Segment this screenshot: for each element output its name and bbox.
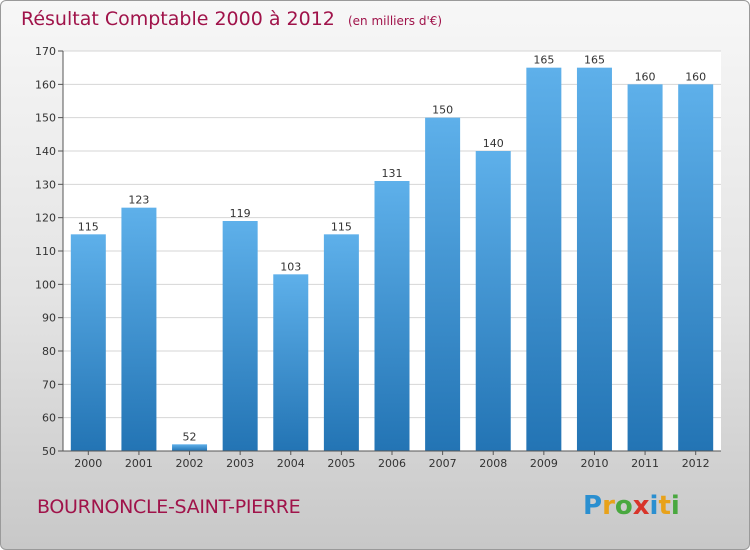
- data-label: 150: [432, 104, 453, 117]
- y-tick-label: 110: [35, 245, 56, 258]
- data-label: 52: [183, 430, 197, 443]
- data-label: 119: [230, 207, 251, 220]
- y-tick-label: 130: [35, 178, 56, 191]
- bar: [425, 117, 461, 452]
- y-tick-label: 80: [42, 345, 56, 358]
- bar: [627, 84, 663, 451]
- data-label: 160: [685, 70, 706, 83]
- bar: [172, 444, 208, 451]
- chart-subtitle: (en milliers d'€): [347, 14, 443, 28]
- x-tick-label: 2003: [226, 457, 254, 470]
- data-label: 123: [128, 194, 149, 207]
- data-label: 140: [483, 137, 504, 150]
- x-tick-label: 2004: [277, 457, 305, 470]
- data-label: 103: [280, 260, 301, 273]
- bar: [526, 67, 562, 452]
- y-tick-label: 90: [42, 312, 56, 325]
- bar: [475, 151, 511, 451]
- data-label: 115: [331, 220, 352, 233]
- bar: [323, 234, 359, 451]
- y-tick-label: 70: [42, 378, 56, 391]
- x-tick-label: 2008: [479, 457, 507, 470]
- x-tick-label: 2002: [176, 457, 204, 470]
- x-tick-label: 2007: [429, 457, 457, 470]
- x-tick-label: 2009: [530, 457, 558, 470]
- x-tick-label: 2010: [580, 457, 608, 470]
- bar: [121, 207, 157, 451]
- proxiti-logo: Proxiti: [583, 491, 680, 521]
- bar: [576, 67, 612, 452]
- y-tick-label: 50: [42, 445, 56, 458]
- bar: [678, 84, 714, 451]
- data-label: 160: [635, 70, 656, 83]
- y-tick-label: 140: [35, 145, 56, 158]
- title-row: Résultat Comptable 2000 à 2012 (en milli…: [21, 8, 442, 30]
- commune-name: BOURNONCLE-SAINT-PIERRE: [37, 496, 301, 518]
- bar: [273, 274, 309, 451]
- y-tick-label: 160: [35, 78, 56, 91]
- y-tick-label: 120: [35, 212, 56, 225]
- y-tick-label: 150: [35, 112, 56, 125]
- data-label: 115: [78, 220, 99, 233]
- data-label: 131: [382, 167, 403, 180]
- y-tick-label: 60: [42, 412, 56, 425]
- x-tick-label: 2000: [74, 457, 102, 470]
- chart-title: Résultat Comptable 2000 à 2012: [21, 8, 335, 30]
- bar: [222, 221, 258, 451]
- x-tick-label: 2005: [327, 457, 355, 470]
- y-tick-label: 100: [35, 278, 56, 291]
- data-label: 165: [533, 54, 554, 67]
- bar: [374, 181, 410, 451]
- x-tick-label: 2001: [125, 457, 153, 470]
- bar: [70, 234, 106, 451]
- x-tick-label: 2011: [631, 457, 659, 470]
- data-label: 165: [584, 54, 605, 67]
- y-tick-label: 170: [35, 45, 56, 58]
- x-tick-label: 2012: [682, 457, 710, 470]
- x-tick-label: 2006: [378, 457, 406, 470]
